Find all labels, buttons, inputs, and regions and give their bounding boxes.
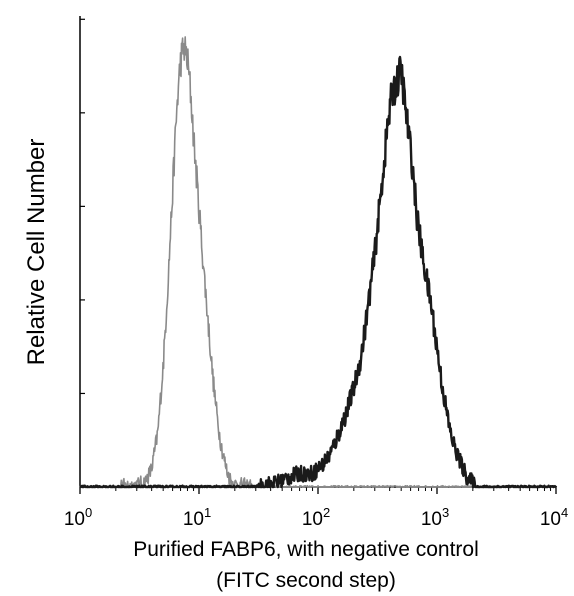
histogram-series-2 — [79, 55, 558, 489]
histogram-series-1 — [79, 36, 557, 488]
x-tick-label: 102 — [302, 505, 330, 530]
x-tick-label: 103 — [421, 505, 449, 530]
x-axis-title-line2: (FITC second step) — [216, 569, 396, 592]
x-tick-label: 104 — [540, 505, 568, 530]
y-ticks — [80, 18, 85, 395]
series-layer — [79, 36, 558, 489]
x-tick-label: 101 — [183, 505, 211, 530]
x-tick-labels: 100 101 102 103 104 — [64, 505, 568, 530]
x-tick-label: 100 — [64, 505, 92, 530]
axes — [79, 16, 556, 488]
y-axis-title: Relative Cell Number — [23, 139, 50, 366]
x-axis-title-line1: Purified FABP6, with negative control — [133, 538, 479, 561]
